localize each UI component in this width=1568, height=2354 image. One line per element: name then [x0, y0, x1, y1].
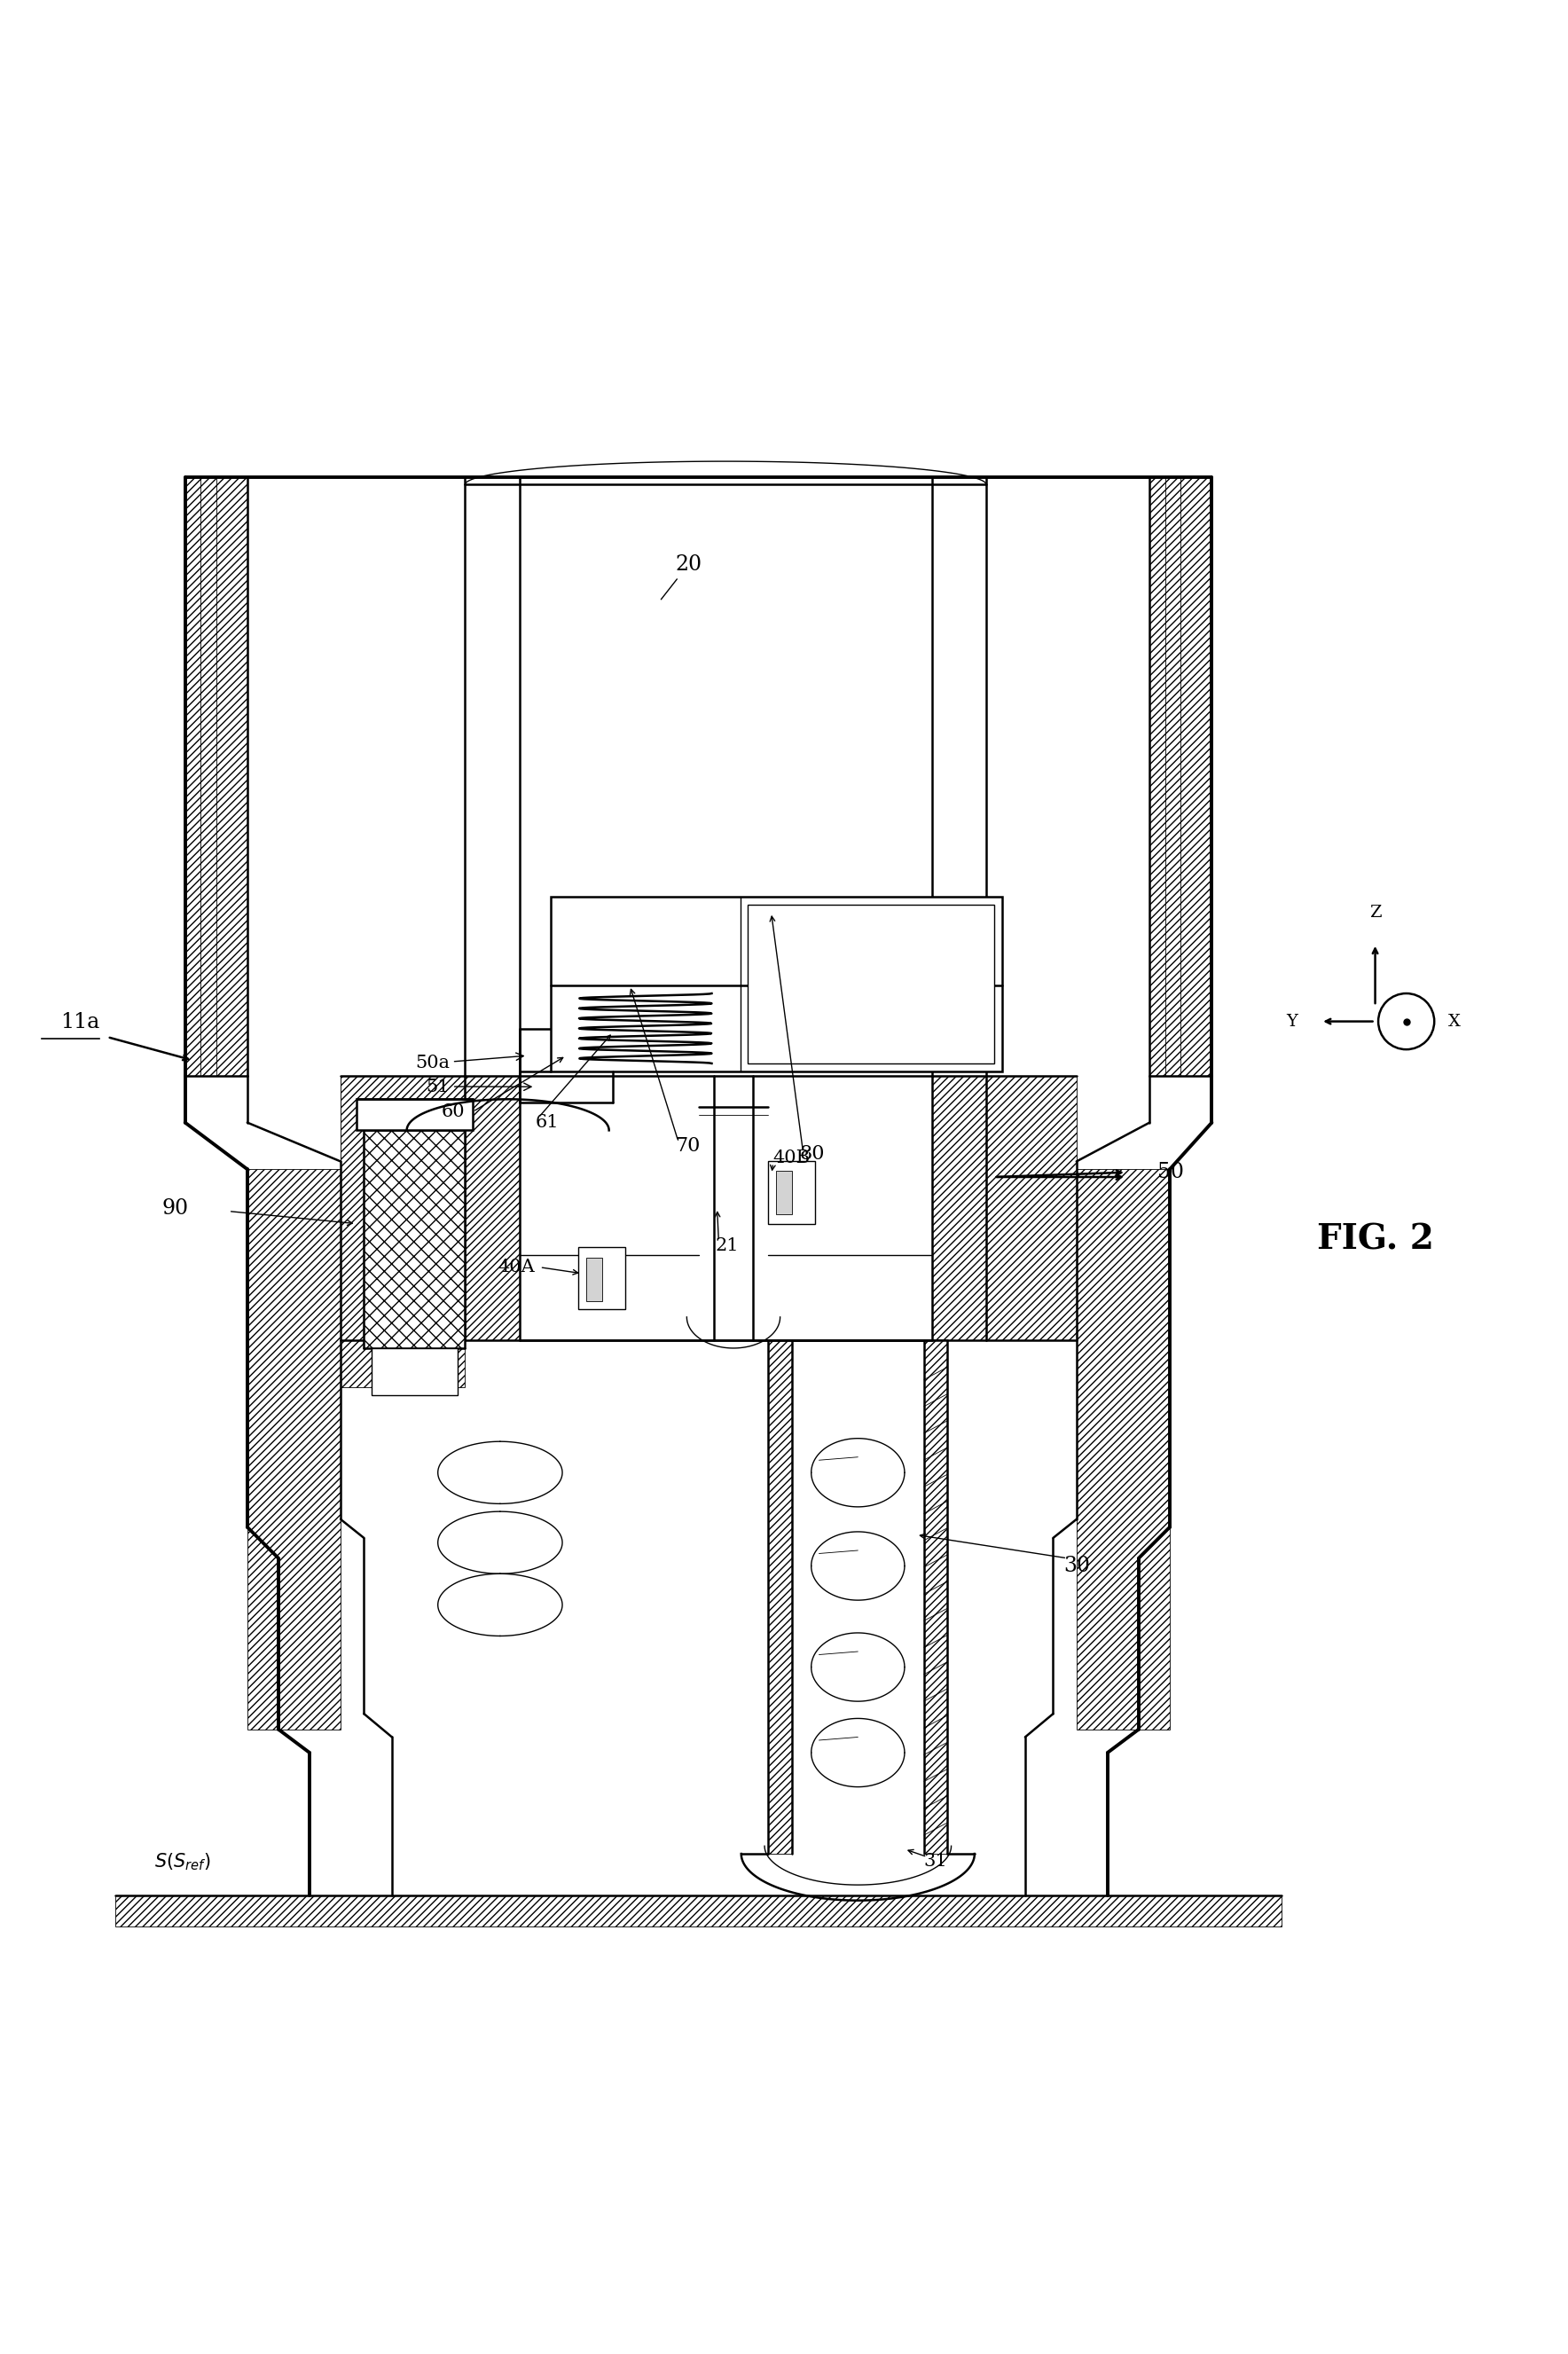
Bar: [376, 1575, 453, 1636]
Bar: [340, 1076, 466, 1339]
Bar: [356, 1099, 474, 1130]
Text: 30: 30: [1065, 1556, 1091, 1577]
Text: 90: 90: [162, 1198, 188, 1219]
Bar: [372, 1349, 458, 1396]
Bar: [1077, 1170, 1170, 1730]
Text: Z: Z: [1369, 904, 1381, 920]
Bar: [811, 1438, 905, 1507]
Text: X: X: [1449, 1015, 1460, 1029]
Text: 50a: 50a: [416, 1052, 524, 1071]
Bar: [579, 1248, 626, 1309]
Bar: [550, 897, 1002, 1071]
Text: 21: 21: [715, 1238, 739, 1255]
Bar: [768, 1161, 815, 1224]
Bar: [1149, 478, 1212, 1076]
Text: 51: 51: [426, 1078, 532, 1095]
Text: 70: 70: [676, 1137, 701, 1156]
Bar: [248, 478, 1149, 1076]
Bar: [748, 904, 994, 1064]
Bar: [586, 1257, 602, 1302]
Text: 40A: 40A: [499, 1259, 535, 1276]
Bar: [340, 1076, 466, 1387]
Bar: [248, 1170, 340, 1730]
Text: 80: 80: [800, 1144, 825, 1163]
Bar: [811, 1718, 905, 1787]
Bar: [931, 1076, 986, 1339]
Text: 50: 50: [1157, 1163, 1184, 1182]
Bar: [519, 1076, 931, 1339]
Text: 60: 60: [442, 1104, 466, 1121]
Text: Y: Y: [1286, 1015, 1297, 1029]
Bar: [376, 1511, 453, 1575]
Bar: [768, 1339, 792, 1855]
Text: 31: 31: [924, 1853, 947, 1869]
Text: 40B: 40B: [773, 1149, 811, 1168]
Bar: [811, 1532, 905, 1601]
Bar: [114, 1895, 1281, 1928]
Bar: [466, 1076, 519, 1339]
Bar: [924, 1339, 947, 1855]
Bar: [811, 1634, 905, 1702]
Text: FIG. 2: FIG. 2: [1317, 1222, 1433, 1257]
Text: 20: 20: [662, 553, 702, 600]
Bar: [364, 1130, 466, 1349]
Bar: [986, 1076, 1077, 1339]
Text: 11a: 11a: [60, 1012, 99, 1033]
Bar: [364, 1130, 466, 1349]
Text: $S(S_{ref})$: $S(S_{ref})$: [154, 1850, 210, 1871]
Bar: [185, 478, 248, 1076]
Text: 61: 61: [535, 1113, 558, 1130]
Bar: [376, 1441, 453, 1504]
Bar: [776, 1170, 792, 1215]
